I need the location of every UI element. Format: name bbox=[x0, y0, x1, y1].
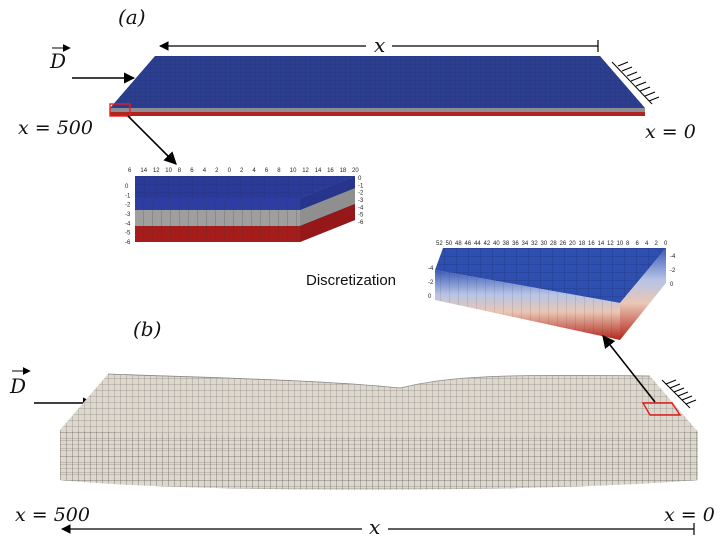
zoom-b-left-tick-label: -4 bbox=[428, 266, 434, 272]
panel-a-label: (a) bbox=[118, 5, 146, 29]
zoom-a-top-tick-label: 14 bbox=[140, 168, 147, 174]
zoom-b-top-tick-label: 42 bbox=[484, 241, 491, 247]
zoom-b-right-tick-label: 0 bbox=[670, 282, 674, 288]
panel-a-zoom-arrow bbox=[127, 115, 177, 165]
zoom-b-top-tick-label: 12 bbox=[607, 241, 614, 247]
zoom-a-left-tick-label: -4 bbox=[125, 221, 131, 227]
zoom-b-top-tick-label: 52 bbox=[436, 241, 443, 247]
zoom-b-top-tick-label: 10 bbox=[617, 241, 624, 247]
zoom-a-top-tick-label: 6 bbox=[128, 168, 132, 174]
panel-b-x-axis-label: x bbox=[369, 515, 380, 539]
zoom-b-top-tick-label: 30 bbox=[541, 241, 548, 247]
zoom-a-left-tick-label: -5 bbox=[125, 231, 131, 237]
panel-b-slab bbox=[60, 373, 698, 490]
zoom-a-left-tick-label: -6 bbox=[125, 240, 131, 246]
zoom-a-top-tick-label: 8 bbox=[178, 168, 182, 174]
panel-a-force-label: D bbox=[49, 49, 66, 73]
zoom-a-top-tick-label: 12 bbox=[302, 168, 309, 174]
zoom-a-block bbox=[135, 176, 355, 242]
discretization-label: Discretization bbox=[306, 272, 396, 289]
zoom-b-top-tick-label: 36 bbox=[512, 241, 519, 247]
zoom-b-right-ticks: -4 -2 0 bbox=[670, 254, 676, 288]
zoom-b-top-tick-label: 46 bbox=[465, 241, 472, 247]
zoom-b-right-tick-label: -4 bbox=[670, 254, 676, 260]
zoom-a-top-tick-label: 18 bbox=[340, 168, 347, 174]
zoom-a-left-ticks: 0 -1 -2 -3 -4 -5 -6 bbox=[125, 184, 131, 246]
zoom-a-top-tick-label: 14 bbox=[315, 168, 322, 174]
zoom-a-top-tick-label: 12 bbox=[153, 168, 160, 174]
panel-a-x-right-label: x = 0 bbox=[645, 121, 696, 143]
zoom-a-top-tick-label: 0 bbox=[228, 168, 232, 174]
zoom-a-top-tick-label: 6 bbox=[265, 168, 269, 174]
panel-b-fixed-support bbox=[661, 379, 697, 409]
panel-b-label: (b) bbox=[133, 317, 161, 341]
zoom-a-left-tick-label: -2 bbox=[125, 203, 131, 209]
panel-a-x-axis-label: x bbox=[374, 33, 385, 57]
zoom-b-top-tick-label: 0 bbox=[664, 241, 668, 247]
zoom-b-block bbox=[435, 248, 666, 340]
zoom-b-top-tick-label: 20 bbox=[569, 241, 576, 247]
zoom-b-top-tick-label: 34 bbox=[522, 241, 529, 247]
zoom-b-top-tick-label: 4 bbox=[645, 241, 649, 247]
zoom-b-right-tick-label: -2 bbox=[670, 268, 676, 274]
zoom-a-left-tick-label: -3 bbox=[125, 212, 131, 218]
zoom-b-left-tick-label: -2 bbox=[428, 280, 434, 286]
zoom-b-top-tick-label: 26 bbox=[560, 241, 567, 247]
panel-b-zoom-arrow bbox=[602, 334, 656, 403]
zoom-b-left-tick-label: 0 bbox=[428, 294, 432, 300]
zoom-a-left-tick-label: -1 bbox=[125, 193, 131, 199]
zoom-a-left-tick-label: 0 bbox=[125, 184, 129, 190]
zoom-b-top-tick-label: 32 bbox=[531, 241, 538, 247]
panel-a-fixed-support bbox=[611, 61, 660, 105]
zoom-b-top-tick-label: 50 bbox=[446, 241, 453, 247]
panel-b-zoom-box bbox=[641, 402, 682, 416]
zoom-b-left-ticks: -4 -2 0 bbox=[428, 266, 434, 300]
zoom-a-top-tick-label: 16 bbox=[327, 168, 334, 174]
zoom-b-top-tick-label: 18 bbox=[579, 241, 586, 247]
zoom-a-top-tick-label: 10 bbox=[165, 168, 172, 174]
zoom-a-right-tick-label: -1 bbox=[358, 183, 364, 189]
zoom-a-right-tick-label: -6 bbox=[358, 220, 364, 226]
zoom-b-top-tick-label: 48 bbox=[455, 241, 462, 247]
panel-a-slab bbox=[110, 56, 645, 116]
zoom-a-right-tick-label: 0 bbox=[358, 176, 362, 182]
zoom-a-top-ticks: 6 14 12 10 8 6 4 2 0 2 4 6 8 10 12 14 16 18 20 bbox=[128, 168, 359, 174]
panel-b-x-left-label: x = 500 bbox=[15, 504, 90, 526]
zoom-a-top-tick-label: 4 bbox=[252, 168, 256, 174]
zoom-a-right-ticks: 0-1 -2-3-4 -5-6 bbox=[358, 176, 364, 226]
zoom-b-top-tick-label: 14 bbox=[598, 241, 605, 247]
zoom-a-top-tick-label: 2 bbox=[215, 168, 219, 174]
panel-a-x-left-label: x = 500 bbox=[18, 117, 93, 139]
zoom-b-top-tick-label: 38 bbox=[503, 241, 510, 247]
panel-a-x-axis-label-bg bbox=[366, 34, 392, 56]
zoom-a-right-tick-label: -2 bbox=[358, 191, 364, 197]
panel-b-x-right-label: x = 0 bbox=[664, 504, 715, 526]
zoom-a-right-tick-label: -4 bbox=[358, 205, 364, 211]
zoom-a-top-tick-label: 4 bbox=[203, 168, 207, 174]
zoom-b-top-tick-label: 40 bbox=[493, 241, 500, 247]
zoom-a-right-tick-label: -5 bbox=[358, 213, 364, 219]
panel-b-force-label: D bbox=[9, 374, 26, 398]
panel-a-zoom-box bbox=[109, 103, 131, 117]
zoom-b-top-tick-label: 16 bbox=[588, 241, 595, 247]
zoom-b-top-tick-label: 44 bbox=[474, 241, 481, 247]
zoom-b-top-tick-label: 6 bbox=[636, 241, 640, 247]
zoom-a-top-tick-label: 6 bbox=[190, 168, 194, 174]
zoom-b-top-tick-label: 8 bbox=[626, 241, 630, 247]
zoom-a-top-tick-label: 20 bbox=[352, 168, 359, 174]
zoom-a-right-tick-label: -3 bbox=[358, 198, 364, 204]
zoom-b-top-ticks: 52 50 48 46 44 42 40 38 36 34 32 30 28 26 20 18 16 14 12 10… bbox=[436, 241, 668, 247]
zoom-b-top-tick-label: 28 bbox=[550, 241, 557, 247]
panel-b-x-axis-label-bg bbox=[362, 516, 388, 538]
zoom-a-top-tick-label: 10 bbox=[290, 168, 297, 174]
zoom-a-top-tick-label: 2 bbox=[240, 168, 244, 174]
zoom-b-top-tick-label: 2 bbox=[655, 241, 659, 247]
zoom-a-top-tick-label: 8 bbox=[277, 168, 281, 174]
